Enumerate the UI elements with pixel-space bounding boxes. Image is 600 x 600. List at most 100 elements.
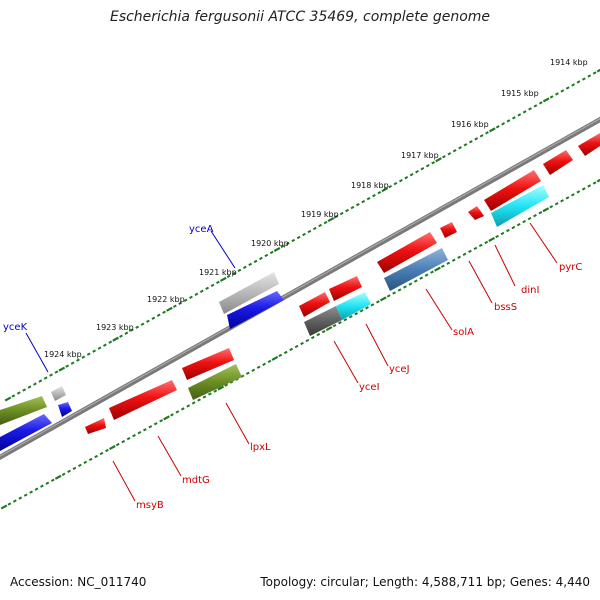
gene-feature-solA[interactable] xyxy=(384,248,448,291)
scale-tick xyxy=(452,149,457,153)
scale-tick xyxy=(447,152,452,156)
gene-labels: yceA yceK pyrC dinI bssS solA yceJ yceI … xyxy=(3,224,582,511)
scale-tick xyxy=(581,77,586,81)
gene-label-yceK[interactable]: yceK xyxy=(3,322,28,333)
scale-tick xyxy=(232,271,236,276)
scale-tick xyxy=(321,329,326,334)
gene-label-pyrC[interactable]: pyrC xyxy=(559,262,582,273)
scale-tick xyxy=(388,184,392,189)
scale-tick xyxy=(350,205,355,210)
gene-feature-yceI[interactable] xyxy=(304,306,342,336)
scale-tick xyxy=(576,190,581,194)
scale-tick xyxy=(354,312,359,316)
gene-feature-yceA[interactable] xyxy=(219,272,279,314)
scale-tick xyxy=(468,140,473,144)
callout-line xyxy=(468,260,493,304)
scale-tick xyxy=(495,234,499,239)
scale-tick xyxy=(302,232,306,237)
scale-tick xyxy=(153,422,158,426)
genome-backbone-highlight xyxy=(0,118,600,457)
gene-feature[interactable] xyxy=(484,170,541,211)
gene-label-solA[interactable]: solA xyxy=(453,327,474,338)
map-title: Escherichia fergusonii ATCC 35469, compl… xyxy=(109,9,491,25)
scale-tick xyxy=(148,425,153,429)
callout-line xyxy=(333,340,359,384)
gene-feature[interactable] xyxy=(299,292,330,317)
gene-feature-msyB[interactable] xyxy=(85,418,106,434)
scale-tick xyxy=(533,104,538,108)
gene-feature-yceK[interactable] xyxy=(51,386,66,401)
gene-label-msyB[interactable]: msyB xyxy=(136,500,164,511)
scale-tick xyxy=(592,181,597,185)
gene-feature-blue[interactable] xyxy=(0,414,52,451)
scale-tick xyxy=(205,286,210,290)
gene-feature[interactable] xyxy=(578,133,600,156)
callout-lines xyxy=(25,222,558,502)
scale-tick xyxy=(501,122,506,126)
scale-tick xyxy=(366,196,371,201)
genome-info-text: Topology: circular; Length: 4,588,711 bp… xyxy=(260,575,590,589)
gene-feature-blue[interactable] xyxy=(227,291,284,329)
gene-label-yceJ[interactable]: yceJ xyxy=(389,364,410,375)
scale-tick xyxy=(61,472,66,476)
scale-tick xyxy=(16,391,21,395)
scale-tick xyxy=(542,207,550,213)
scale-tick xyxy=(334,214,339,219)
scale-tick xyxy=(596,178,600,183)
scale-tick xyxy=(124,331,129,335)
scale-tick xyxy=(43,376,48,380)
scale-tick xyxy=(49,373,53,377)
scale-tick xyxy=(121,439,126,444)
callout-line xyxy=(529,222,558,264)
gene-feature-yceJ[interactable] xyxy=(336,292,371,320)
gene-feature[interactable] xyxy=(182,348,234,380)
gene-feature[interactable] xyxy=(440,222,457,238)
gene-feature[interactable] xyxy=(329,276,362,301)
scale-tick xyxy=(262,362,266,366)
scale-tick xyxy=(119,334,123,338)
gene-feature-bssS[interactable] xyxy=(468,206,484,220)
gene-label-dinI[interactable]: dinI xyxy=(521,285,539,296)
gene-feature-lpxL[interactable] xyxy=(188,364,242,400)
scale-tick xyxy=(457,255,462,259)
scale-tick xyxy=(361,199,366,204)
reverse-features xyxy=(0,185,549,451)
scale-tick xyxy=(180,407,185,411)
scale-tick xyxy=(479,134,484,138)
gene-label-yceA[interactable]: yceA xyxy=(189,224,214,235)
scale-tick xyxy=(86,352,91,356)
scale-tick xyxy=(560,199,564,203)
genome-backbone xyxy=(0,116,600,461)
scale-tick xyxy=(38,379,43,383)
gene-label-mdtG[interactable]: mdtG xyxy=(182,475,210,486)
scale-tick xyxy=(392,291,396,295)
scale-tick xyxy=(280,244,285,249)
gene-label-lpxL[interactable]: lpxL xyxy=(250,442,271,453)
scale-tick xyxy=(183,298,188,302)
gene-feature-mdtG[interactable] xyxy=(109,380,177,420)
scale-tick xyxy=(92,349,96,353)
scale-tick xyxy=(517,113,522,117)
gene-feature[interactable] xyxy=(543,150,573,175)
scale-tick xyxy=(318,223,323,228)
scale-tick xyxy=(142,428,147,432)
scale-tick xyxy=(386,294,391,298)
gene-label-bssS[interactable]: bssS xyxy=(494,302,517,313)
scale-tick xyxy=(135,325,140,329)
gene-feature[interactable] xyxy=(377,232,437,273)
gene-feature-olive[interactable] xyxy=(0,396,47,425)
scale-tick xyxy=(404,176,409,180)
scale-tick xyxy=(372,193,376,198)
gene-feature-dinI[interactable] xyxy=(491,185,549,227)
scale-tick xyxy=(166,306,173,312)
kbp-label: 1919 kbp xyxy=(301,210,339,219)
scale-tick xyxy=(431,161,436,165)
gene-label-yceI[interactable]: yceI xyxy=(359,382,380,393)
gene-feature-blue[interactable] xyxy=(58,402,72,417)
scale-tick xyxy=(359,309,364,313)
scale-tick xyxy=(408,282,413,286)
scale-tick xyxy=(565,86,570,90)
scale-tick xyxy=(555,92,559,96)
scale-tick xyxy=(415,170,419,174)
